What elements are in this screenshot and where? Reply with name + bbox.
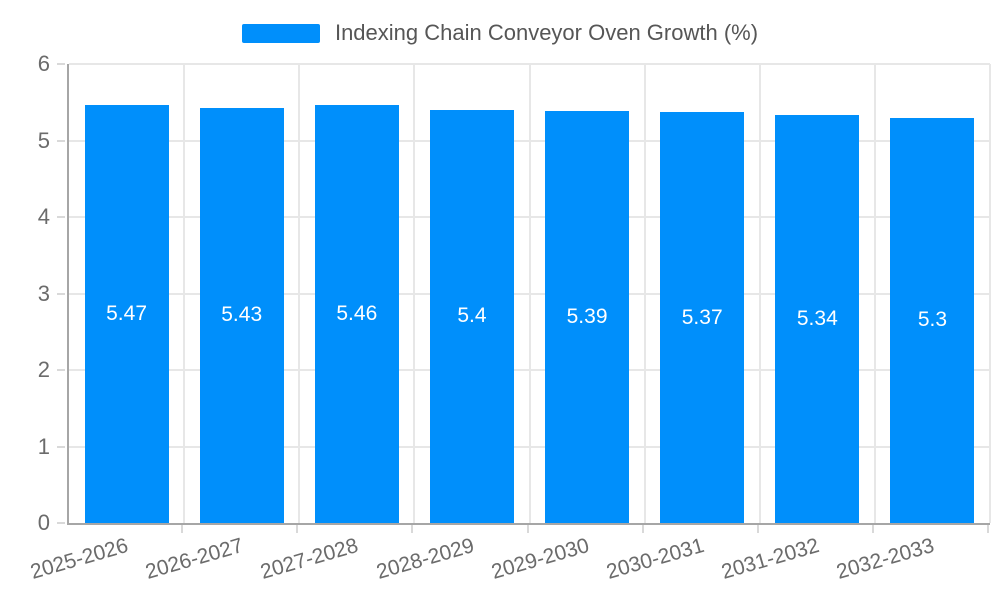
bar[interactable]: 5.4	[429, 109, 514, 523]
legend-swatch-icon	[241, 23, 320, 43]
y-tick-mark	[57, 369, 65, 371]
x-tick-label: 2032-2033	[833, 534, 937, 584]
y-tick-mark	[57, 63, 65, 65]
bar[interactable]: 5.39	[545, 110, 630, 523]
v-gridline	[758, 64, 761, 523]
v-gridline	[298, 64, 301, 523]
bar-value-label: 5.46	[336, 302, 378, 326]
x-tick-label: 2026-2027	[143, 534, 247, 584]
x-tick-mark	[296, 525, 299, 533]
x-tick-label: 2028-2029	[373, 534, 477, 584]
bar[interactable]: 5.46	[314, 105, 399, 523]
y-tick-mark	[57, 445, 65, 448]
y-tick-mark	[57, 139, 65, 142]
x-tick-mark	[756, 525, 759, 533]
x-axis: 2025-2026 2026-2027 2027-2028 2028-2029 2029…	[28, 525, 989, 600]
bar-value-label: 5.43	[221, 303, 263, 327]
y-tick-label: 0	[37, 510, 50, 535]
x-tick-label: 2029-2030	[488, 534, 592, 584]
v-gridline	[413, 64, 416, 523]
bar-value-label: 5.47	[106, 301, 147, 325]
x-tick-mark	[181, 525, 184, 533]
bar-value-label: 5.4	[457, 304, 487, 328]
bar[interactable]: 5.43	[199, 107, 284, 523]
x-tick-mark	[411, 525, 414, 533]
plot-area: 5.47 5.43 5.46 5.4 5.39 5.37 5.34 5.3	[67, 63, 991, 525]
bar[interactable]: 5.34	[775, 114, 860, 523]
x-tick-mark	[987, 525, 989, 533]
x-tick-mark	[641, 525, 644, 533]
y-tick-label: 3	[37, 280, 50, 306]
v-gridline	[873, 64, 876, 523]
x-tick-mark	[871, 525, 874, 533]
y-tick-label: 2	[37, 357, 50, 382]
bar[interactable]: 5.37	[660, 112, 745, 523]
bar[interactable]: 5.3	[890, 117, 975, 523]
v-gridline	[528, 64, 531, 523]
bar-value-label: 5.39	[566, 304, 608, 328]
y-tick-label: 4	[37, 204, 50, 229]
v-gridline	[183, 64, 186, 523]
x-tick-label: 2030-2031	[603, 534, 707, 584]
y-axis: 0 1 2 3 4 5 6	[0, 53, 67, 534]
v-gridline	[643, 64, 646, 523]
x-tick-label: 2025-2026	[28, 534, 131, 584]
y-tick-label: 6	[37, 51, 50, 76]
x-tick-mark	[526, 525, 529, 533]
bar-value-label: 5.37	[681, 305, 723, 329]
v-gridline	[989, 64, 991, 523]
bar-value-label: 5.3	[917, 308, 948, 332]
y-tick-mark	[57, 216, 65, 218]
legend-item[interactable]: Indexing Chain Conveyor Oven Growth (%)	[0, 20, 1000, 46]
x-tick-label: 2031-2032	[718, 534, 822, 584]
y-tick-mark	[57, 292, 65, 295]
y-tick-mark	[57, 522, 65, 524]
bar[interactable]: 5.47	[84, 104, 169, 523]
y-tick-label: 1	[37, 433, 50, 459]
x-tick-label: 2027-2028	[258, 534, 362, 584]
y-tick-label: 5	[37, 127, 50, 153]
legend-label: Indexing Chain Conveyor Oven Growth (%)	[334, 20, 759, 45]
bar-value-label: 5.34	[796, 306, 838, 330]
